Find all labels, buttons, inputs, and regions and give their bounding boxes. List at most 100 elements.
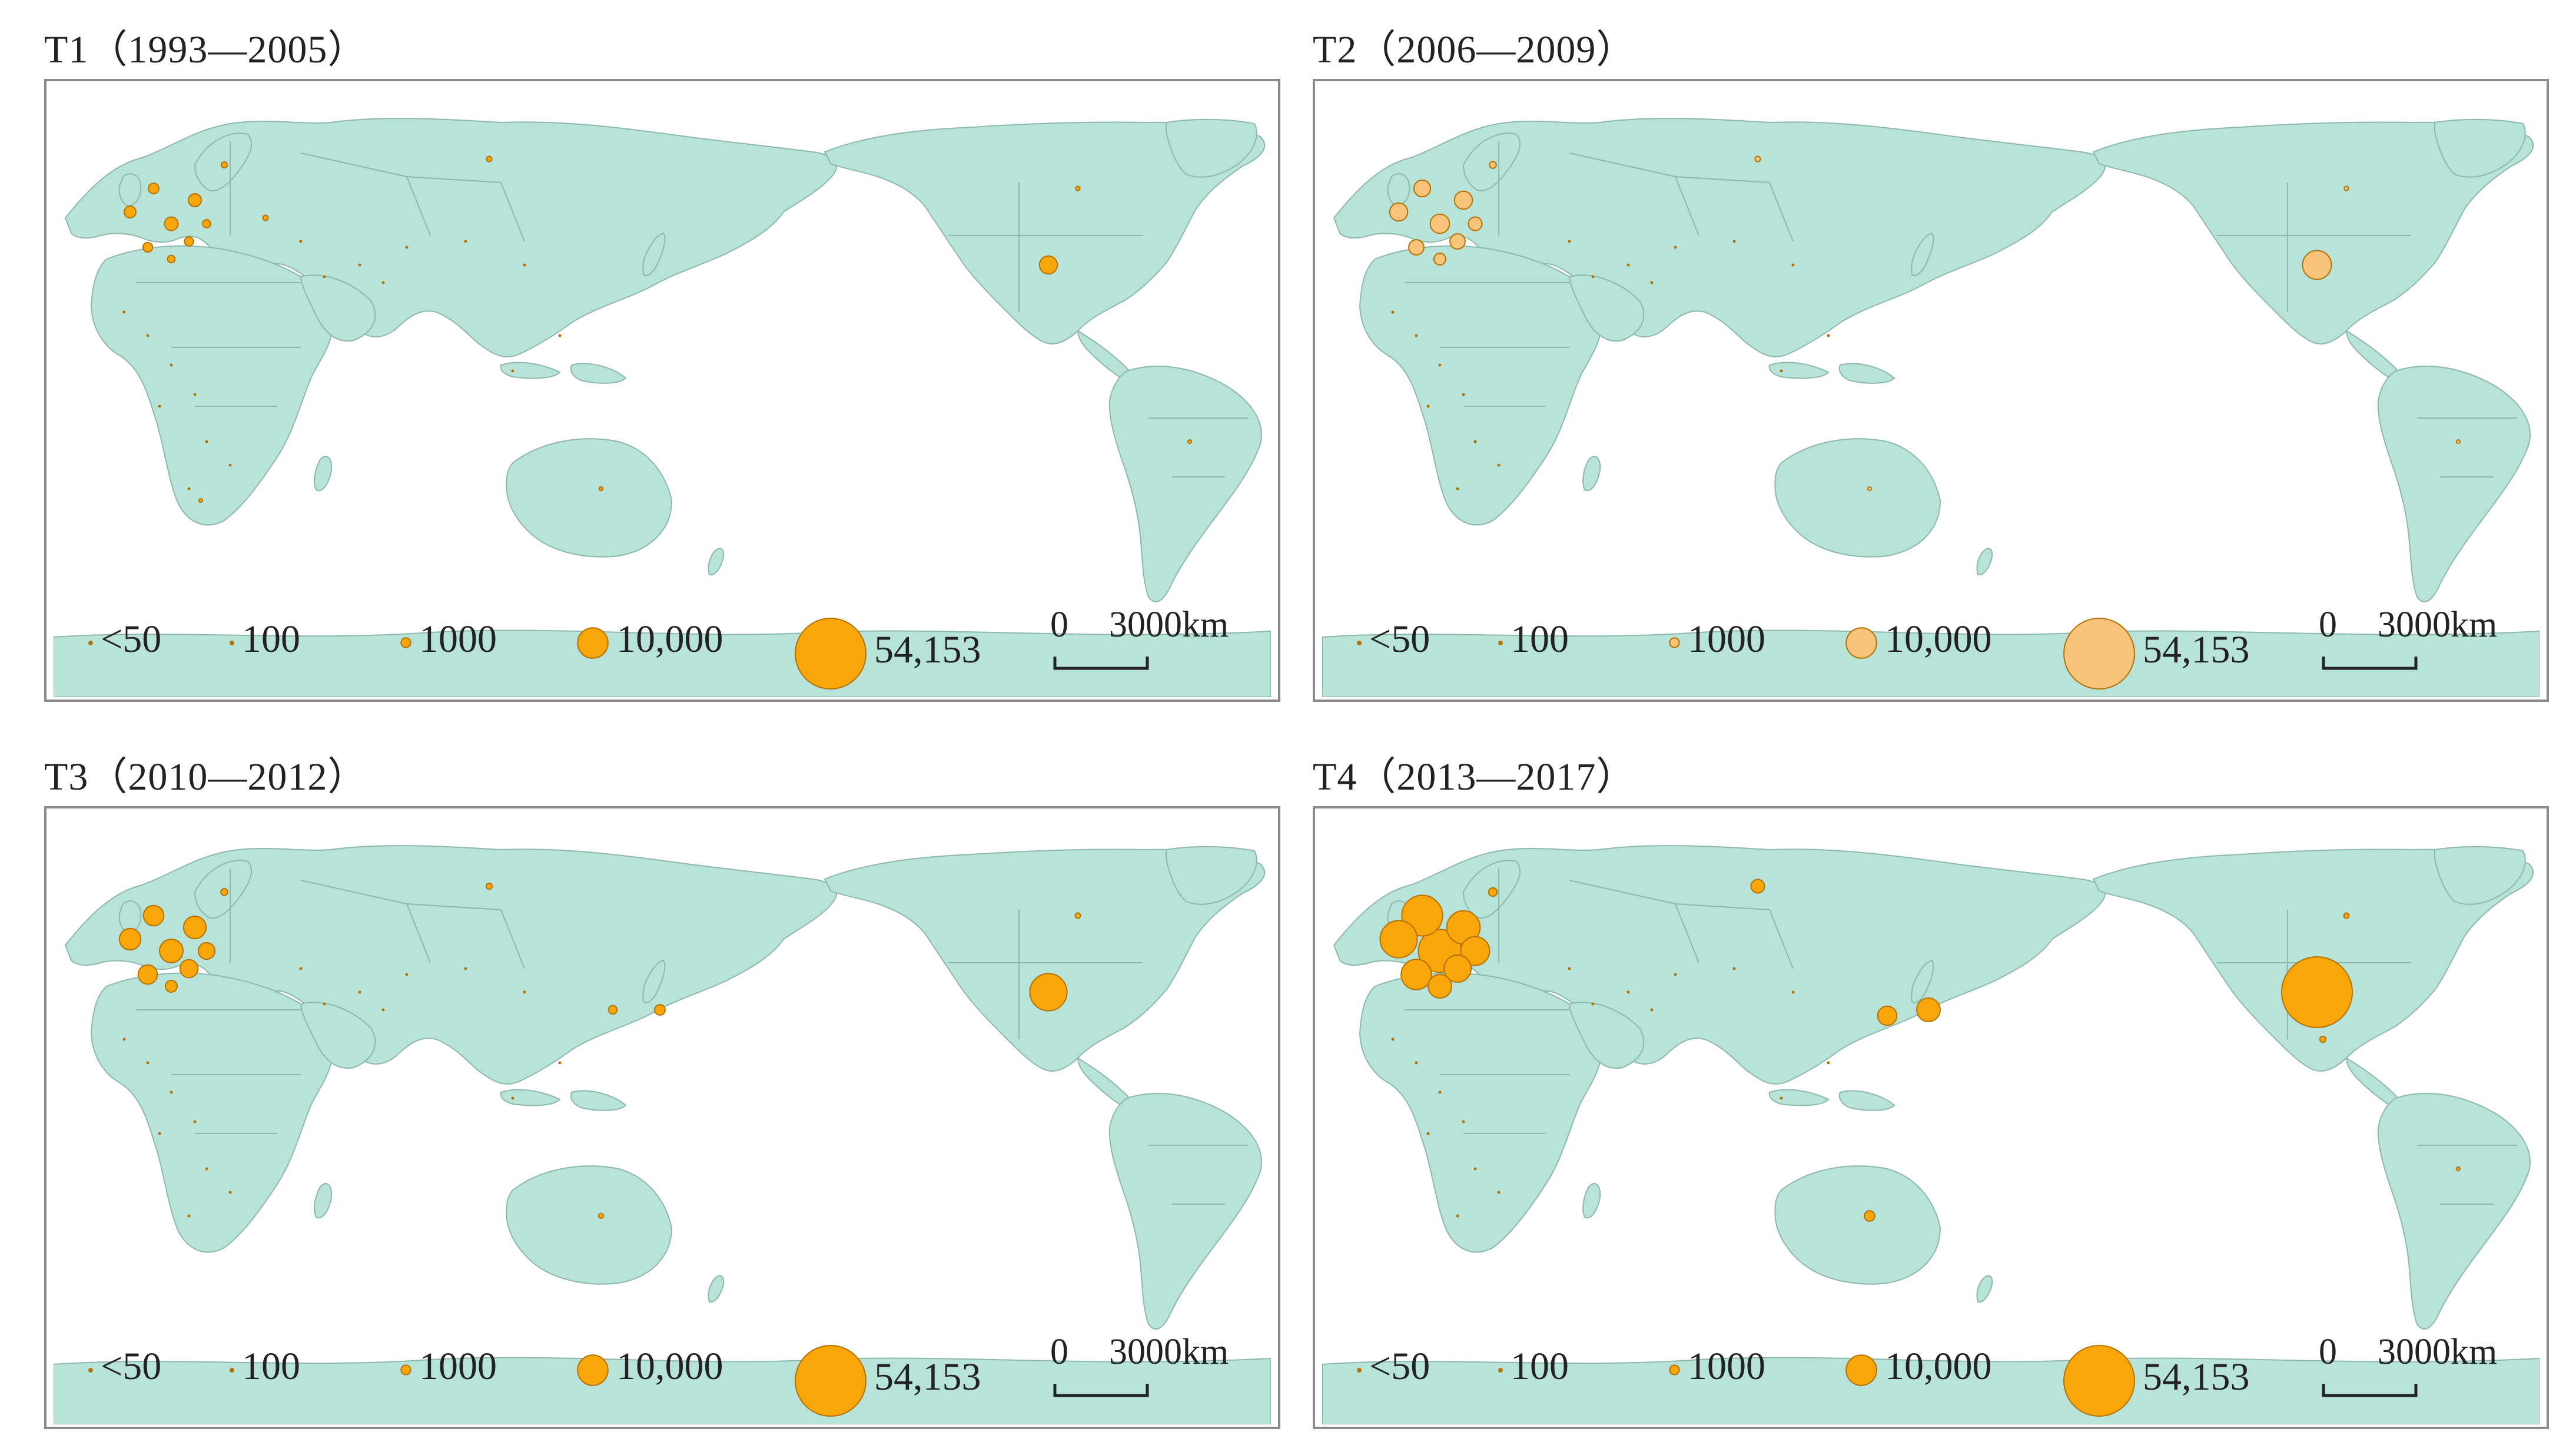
scale-zero-label: 0 <box>1050 1332 1068 1372</box>
legend-label: 10,000 <box>616 618 723 661</box>
legend-label: 1000 <box>1688 1345 1765 1388</box>
proportional-symbol-united-states <box>1029 973 1068 1012</box>
presence-dot <box>1497 1191 1501 1194</box>
legend-label: 100 <box>242 1345 300 1388</box>
scale-distance-label: 3000km <box>1109 1332 1229 1372</box>
legend-label: 54,153 <box>874 628 981 672</box>
presence-dot <box>170 363 173 367</box>
presence-dot <box>1568 967 1571 970</box>
presence-dot <box>1626 990 1630 994</box>
presence-dot <box>1415 1061 1418 1065</box>
legend-item: <50 <box>1356 617 1430 662</box>
panel-title: T2（2006—2009） <box>1313 28 1636 71</box>
legend-item: 54,153 <box>794 617 981 690</box>
map-frame: <50 100 1000 10,000 54,153 0 3000km <box>44 79 1280 702</box>
map-frame: <50 100 1000 10,000 54,153 0 3000km <box>44 806 1280 1429</box>
legend-symbol <box>2063 1345 2135 1417</box>
proportional-symbol-western-europe <box>188 193 202 207</box>
legend-symbol <box>2063 618 2135 690</box>
presence-dot <box>146 1061 150 1065</box>
presence-dot <box>1791 263 1795 267</box>
world-map <box>1322 845 2540 1424</box>
presence-dot <box>170 1091 173 1094</box>
legend-symbol <box>1357 1367 1362 1373</box>
presence-dot <box>1780 369 1783 373</box>
scale-bar-line <box>1053 657 1149 670</box>
world-map <box>54 845 1271 1424</box>
presence-dot <box>299 240 303 243</box>
legend-label: <50 <box>101 618 162 661</box>
presence-dot <box>1497 463 1501 467</box>
proportional-symbol-western-europe <box>179 959 199 979</box>
scale-zero-label: 0 <box>2319 1332 2337 1372</box>
presence-dot <box>122 1038 126 1041</box>
proportional-symbol-northern-europe <box>220 161 228 169</box>
proportional-symbol-western-europe <box>159 939 184 963</box>
presence-dot <box>1426 1132 1430 1135</box>
legend-symbol <box>1669 637 1680 649</box>
proportional-symbol-brazil <box>2456 1166 2461 1171</box>
world-map <box>1322 118 2540 697</box>
proportional-symbol-australia <box>1864 1210 1875 1222</box>
proportional-symbol-western-europe <box>1460 936 1491 966</box>
proportional-symbol-western-europe <box>142 241 154 253</box>
proportional-symbol-western-europe <box>124 206 137 218</box>
proportional-symbol-western-europe <box>137 964 158 985</box>
presence-dot <box>193 393 197 396</box>
legend-label: 100 <box>1511 1345 1569 1388</box>
legend-label: 10,000 <box>616 1345 723 1388</box>
symbol-layer <box>122 155 1192 503</box>
proportional-symbol-western-europe <box>1468 216 1483 231</box>
legend-symbol <box>1357 640 1362 645</box>
legend-symbol <box>1669 1364 1680 1376</box>
proportional-symbol-japan <box>1916 997 1941 1022</box>
proportional-symbol-korea <box>608 1005 618 1015</box>
presence-dot <box>381 1008 385 1012</box>
presence-dot <box>1780 1096 1783 1100</box>
presence-dot <box>1650 281 1654 284</box>
proportional-symbol-western-europe <box>202 219 211 228</box>
presence-dot <box>1391 1038 1395 1041</box>
presence-dot <box>158 405 161 408</box>
proportional-symbol-eastern-europe <box>262 214 269 221</box>
proportional-symbol-australia <box>598 486 604 492</box>
proportional-symbol-united-states <box>2302 250 2332 280</box>
legend-item: 1000 <box>1668 1344 1765 1389</box>
presence-dot <box>193 1120 197 1123</box>
scale-zero-label: 0 <box>2319 605 2337 645</box>
legend-item: 10,000 <box>1845 1344 1992 1389</box>
presence-dot <box>205 440 208 443</box>
presence-dot <box>558 1061 562 1065</box>
proportional-symbol-western-europe <box>197 942 216 960</box>
scale-zero-label: 0 <box>1050 605 1068 645</box>
proportional-symbol-western-europe <box>1413 179 1432 198</box>
legend-label: <50 <box>1369 1345 1430 1388</box>
presence-dot <box>1415 334 1418 337</box>
legend-symbol <box>1845 1354 1877 1386</box>
scale-bar-line <box>1053 1384 1149 1397</box>
scale-distance-label: 3000km <box>1109 605 1229 645</box>
proportional-symbol-western-europe <box>165 980 178 993</box>
legend-label: 10,000 <box>1885 1345 1992 1388</box>
proportional-symbol-western-europe <box>142 904 165 927</box>
presence-dot <box>523 263 526 267</box>
presence-dot <box>1426 405 1430 408</box>
proportional-symbol-australia <box>1867 486 1872 491</box>
legend-label: <50 <box>101 1345 162 1388</box>
legend-item: 100 <box>229 617 300 662</box>
proportional-symbol-western-europe <box>1443 954 1472 983</box>
proportional-symbol-northern-europe <box>1489 161 1497 169</box>
proportional-symbol-northern-europe <box>220 888 228 896</box>
proportional-symbol-western-europe <box>1379 920 1418 959</box>
presence-dot <box>1674 246 1677 249</box>
legend-symbol <box>577 627 609 659</box>
legend-label: 54,153 <box>2143 628 2250 672</box>
legend-symbol <box>400 1364 411 1376</box>
proportional-symbol-western-europe <box>1429 213 1450 234</box>
presence-dot <box>558 334 562 337</box>
proportional-symbol-western-europe <box>184 236 194 247</box>
scale-distance-label: 3000km <box>2378 1332 2498 1372</box>
presence-dot <box>205 1167 208 1171</box>
proportional-symbol-china <box>1877 1005 1898 1026</box>
legend-item: 10,000 <box>576 1344 723 1389</box>
